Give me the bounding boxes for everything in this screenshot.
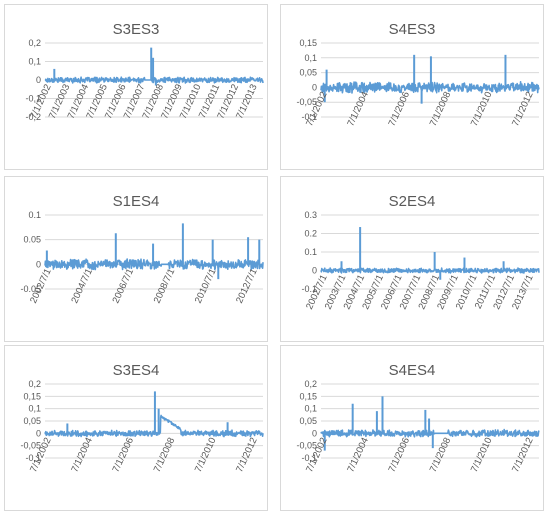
y-tick-label: -0,2 [25, 112, 41, 122]
x-tick-label: 7/1/2002 [304, 90, 330, 128]
chart-title: S1ES4 [112, 193, 160, 210]
series-line [320, 267, 540, 274]
y-tick-label: 0 [312, 82, 317, 92]
y-tick-label: -0,05 [296, 441, 317, 451]
chart-panel-s1es4: -0.05 0 0.05 0.1 2002/7/1 2004/7/1 2006/7/1 200… [4, 176, 268, 342]
x-tick-label: 7/1/2010 [469, 90, 495, 128]
x-tick-label: 2010/7/1 [193, 267, 219, 305]
x-tick-label: 2012/7/1 [234, 267, 260, 305]
chart-svg: -0,1 -0,05 0 0,05 0,1 0,15 7/1/2002 7/1/2004 7/1… [296, 38, 540, 128]
y-tick-label: 0.3 [304, 210, 317, 220]
y-tick-label: 0,05 [299, 416, 317, 426]
x-tick-label: 7/1/2010 [469, 436, 495, 474]
chart-panel-s3es4: -0,1 -0,05 0 0,05 0,1 0,15 0,2 7/1/2002 7/1/2004… [4, 345, 268, 511]
y-tick-label: 0,1 [28, 404, 41, 414]
y-tick-label: 0 [36, 259, 41, 269]
y-tick-label: 0,15 [23, 391, 41, 401]
chart-panel-s4es3: -0,1 -0,05 0 0,05 0,1 0,15 7/1/2002 7/1/2004 7/1… [280, 4, 544, 170]
y-tick-label: 0.2 [304, 229, 317, 239]
x-tick-label: 2004/7/1 [69, 267, 95, 305]
y-tick-label: -0,1 [25, 453, 41, 463]
chart-title: S3ES3 [112, 21, 160, 38]
chart-panel-s3es3: -0,2 -0,1 0 0,1 0,2 7/1/2002 7/1/2003 7/1/2004 7… [4, 4, 268, 170]
chart-title: S3ES4 [112, 362, 160, 379]
y-tick-label: 0.05 [23, 235, 41, 245]
x-tick-label: 7/1/2004 [345, 90, 371, 128]
y-tick-label: -0,05 [20, 441, 41, 451]
y-tick-label: 0 [312, 428, 317, 438]
y-tick-label: 0 [312, 266, 317, 276]
x-tick-label: 7/1/2004 [345, 436, 371, 474]
chart-panel-s2es4: -0.1 0 0.1 0.2 0.3 2002/7/1 2003/7/1 2004/7/1 20… [280, 176, 544, 342]
x-tick-label: 2008/7/1 [152, 267, 178, 305]
x-tick-label: 7/1/2012 [234, 436, 260, 474]
x-tick-label: 7/1/2004 [69, 436, 95, 474]
x-tick-label: 7/1/2012 [510, 90, 536, 128]
y-tick-label: 0,2 [28, 38, 41, 48]
chart-svg: -0,2-0,100,10,27/1/20027/1/20037/1/20047… [25, 38, 264, 122]
x-tick-label: 7/1/2008 [152, 436, 178, 474]
y-tick-label: 0,15 [299, 391, 317, 401]
x-tick-label: 7/1/2010 [193, 436, 219, 474]
x-tick-label: 7/1/2006 [387, 436, 413, 474]
series-line [320, 428, 540, 438]
y-tick-label: 0,2 [28, 379, 41, 389]
chart-title: S4ES4 [388, 362, 436, 379]
y-tick-label: 0,15 [299, 38, 317, 48]
y-tick-label: 0,2 [304, 379, 317, 389]
y-tick-label: 0.1 [28, 210, 41, 220]
chart-svg: -0.100.10.20.32002/7/12003/7/12004/7/120… [301, 210, 540, 311]
chart-title: S4ES3 [388, 21, 436, 38]
y-tick-label: -0.05 [20, 284, 41, 294]
y-tick-label: 0,05 [299, 68, 317, 78]
y-tick-label: -0,05 [296, 97, 317, 107]
chart-title: S2ES4 [388, 193, 436, 210]
y-tick-label: 0.1 [304, 247, 317, 257]
y-tick-label: 0,1 [304, 404, 317, 414]
x-tick-label: 2006/7/1 [111, 267, 137, 305]
y-tick-label: -0,1 [301, 112, 317, 122]
chart-panel-s4es4: -0,1 -0,05 0 0,05 0,1 0,15 0,2 7/1/2002 7/1/2004… [280, 345, 544, 511]
y-tick-label: 0,05 [23, 416, 41, 426]
x-tick-label: 7/1/2006 [111, 436, 137, 474]
x-tick-label: 7/1/2008 [428, 436, 454, 474]
y-tick-label: 0 [36, 75, 41, 85]
y-tick-label: -0,1 [25, 94, 41, 104]
y-tick-label: 0,1 [28, 57, 41, 67]
x-tick-label: 7/1/2006 [387, 90, 413, 128]
y-tick-label: -0.1 [301, 284, 317, 294]
y-tick-label: -0,1 [301, 453, 317, 463]
x-tick-label: 7/1/2012 [510, 436, 536, 474]
x-tick-label: 7/1/2008 [428, 90, 454, 128]
y-tick-label: 0,1 [304, 53, 317, 63]
y-tick-label: 0 [36, 428, 41, 438]
